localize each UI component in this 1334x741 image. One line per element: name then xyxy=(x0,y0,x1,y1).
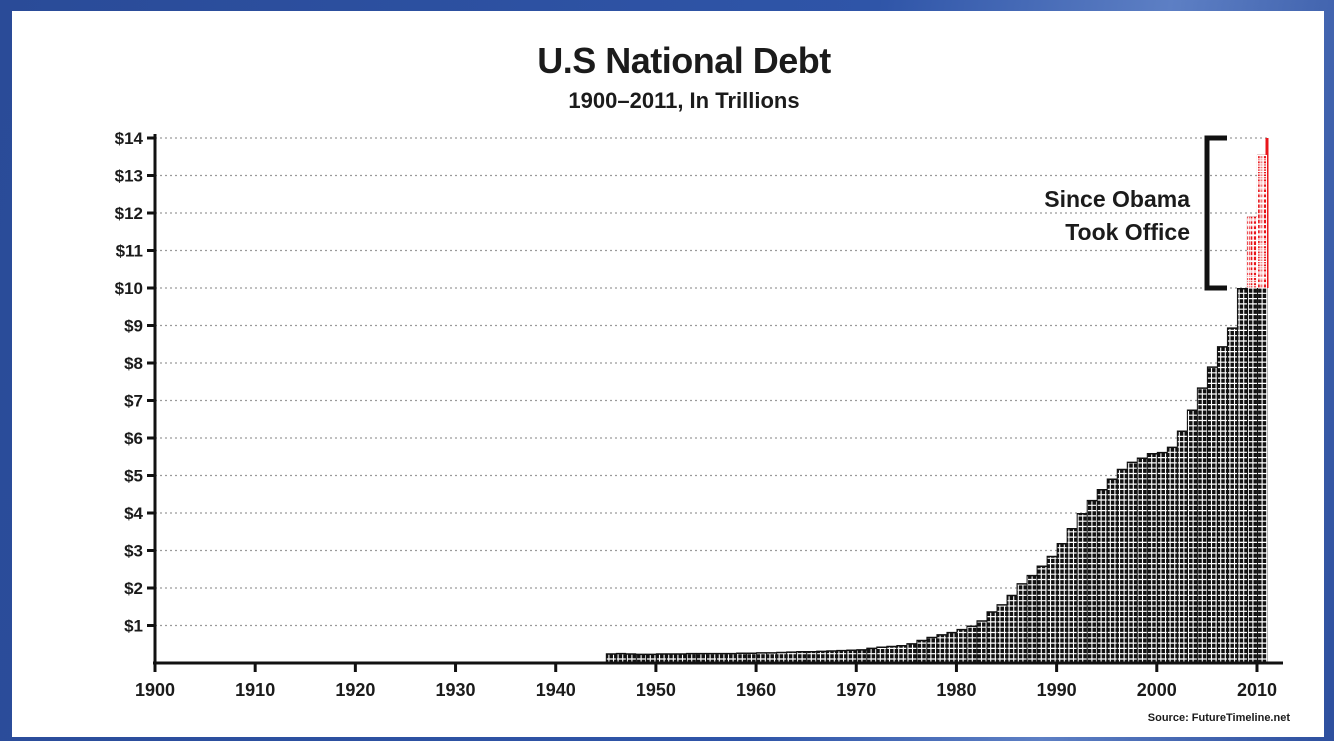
x-tick-label: 1910 xyxy=(235,680,275,700)
bar-2008 xyxy=(1236,288,1248,663)
y-tick-label: $14 xyxy=(115,129,144,148)
bar-1969 xyxy=(846,649,857,663)
obama-bracket xyxy=(1204,135,1227,291)
bar-1977 xyxy=(926,636,937,663)
y-tick-label: $5 xyxy=(124,467,143,486)
bar-2003 xyxy=(1186,409,1198,663)
bar-1972 xyxy=(876,646,887,663)
x-tick-label: 1920 xyxy=(335,680,375,700)
x-axis-ticks: 1900 1910 1920 1930 1940 1950 1960 1970 1980 1990… xyxy=(135,663,1277,700)
bar-1984 xyxy=(996,604,1007,663)
source-note: Source: FutureTimeline.net xyxy=(1148,712,1291,724)
bar-1983 xyxy=(986,611,997,663)
x-tick-label: 1990 xyxy=(1037,680,1077,700)
x-tick-label: 2000 xyxy=(1137,680,1177,700)
bar-1979 xyxy=(946,631,957,663)
bar-1961 xyxy=(766,652,777,663)
bar-1980 xyxy=(956,628,967,663)
highlight-bar-2009 xyxy=(1246,216,1257,288)
y-tick-label: $8 xyxy=(124,354,143,373)
bar-1995 xyxy=(1106,478,1118,663)
bar-1966 xyxy=(816,650,827,663)
bar-1973 xyxy=(886,645,897,663)
y-axis-ticks: $1 $2 $3 $4 $5 $6 $7 $8 $9 $10 $11 $12 $13 $14 xyxy=(115,129,155,636)
bar-1998 xyxy=(1136,457,1148,663)
y-tick-label: $2 xyxy=(124,579,143,598)
bar-1950 xyxy=(655,653,667,663)
bar-1968 xyxy=(836,649,847,663)
bar-1996 xyxy=(1116,468,1128,663)
bar-1946 xyxy=(615,652,627,663)
y-tick-label: $10 xyxy=(115,279,143,298)
bar-1958 xyxy=(736,652,747,663)
bar-2001 xyxy=(1166,446,1178,663)
bar-1962 xyxy=(776,651,787,663)
bar-1952 xyxy=(675,653,687,663)
x-tick-label: 1900 xyxy=(135,680,175,700)
bar-1975 xyxy=(906,643,917,663)
bar-1985 xyxy=(1006,594,1017,663)
bar-1994 xyxy=(1096,489,1108,663)
chart-subtitle: 1900–2011, In Trillions xyxy=(568,88,800,113)
bar-1967 xyxy=(826,650,837,663)
x-tick-label: 1950 xyxy=(636,680,676,700)
bar-1989 xyxy=(1046,555,1057,663)
bar-2006 xyxy=(1216,346,1228,663)
y-tick-label: $11 xyxy=(116,242,143,261)
bar-1986 xyxy=(1016,583,1027,663)
bar-1997 xyxy=(1126,461,1138,663)
x-tick-label: 1970 xyxy=(836,680,876,700)
annotation-line-1: Since Obama xyxy=(1044,186,1190,212)
bar-2009 xyxy=(1246,216,1258,663)
y-tick-label: $1 xyxy=(124,617,143,636)
y-tick-label: $6 xyxy=(124,429,143,448)
bar-1945 xyxy=(605,653,617,663)
bar-1953 xyxy=(685,652,697,663)
bracket-shape xyxy=(1204,135,1227,291)
bar-2000 xyxy=(1156,451,1168,663)
bar-1981 xyxy=(966,625,977,663)
bar-1963 xyxy=(786,651,797,663)
chart-title: U.S National Debt xyxy=(537,40,831,81)
bar-1955 xyxy=(705,652,717,663)
bar-1964 xyxy=(796,651,807,663)
bar-2002 xyxy=(1176,430,1188,663)
bar-1957 xyxy=(726,652,737,663)
bar-1992 xyxy=(1076,513,1087,663)
annotation-line-2: Took Office xyxy=(1065,219,1190,245)
x-tick-label: 1940 xyxy=(536,680,576,700)
y-tick-label: $7 xyxy=(124,392,143,411)
bar-1951 xyxy=(665,653,677,663)
y-tick-label: $3 xyxy=(124,542,143,561)
x-tick-label: 1930 xyxy=(436,680,476,700)
y-tick-label: $9 xyxy=(124,317,143,336)
y-tick-label: $4 xyxy=(124,504,143,523)
y-tick-label: $12 xyxy=(115,204,143,223)
bar-1949 xyxy=(645,653,657,663)
x-tick-label: 1980 xyxy=(936,680,976,700)
bar-1990 xyxy=(1056,543,1067,663)
x-tick-label: 1960 xyxy=(736,680,776,700)
y-tick-label: $13 xyxy=(115,167,143,186)
x-tick-label: 2010 xyxy=(1237,680,1277,700)
bar-1947 xyxy=(625,653,637,663)
bar-1956 xyxy=(716,652,727,663)
